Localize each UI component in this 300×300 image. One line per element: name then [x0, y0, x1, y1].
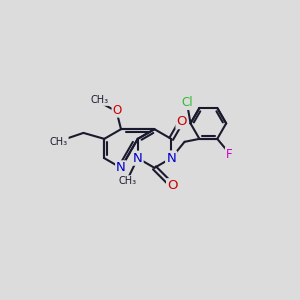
Text: N: N	[166, 152, 176, 165]
Text: N: N	[116, 161, 126, 174]
Text: CH₃: CH₃	[50, 137, 68, 147]
Text: CH₃: CH₃	[91, 95, 109, 105]
Text: O: O	[176, 115, 187, 128]
Text: CH₃: CH₃	[118, 176, 136, 186]
Text: N: N	[166, 152, 176, 165]
Text: N: N	[133, 152, 142, 165]
Text: Cl: Cl	[182, 96, 193, 109]
Text: O: O	[167, 179, 178, 192]
Text: O: O	[112, 104, 122, 117]
Text: F: F	[226, 148, 232, 161]
